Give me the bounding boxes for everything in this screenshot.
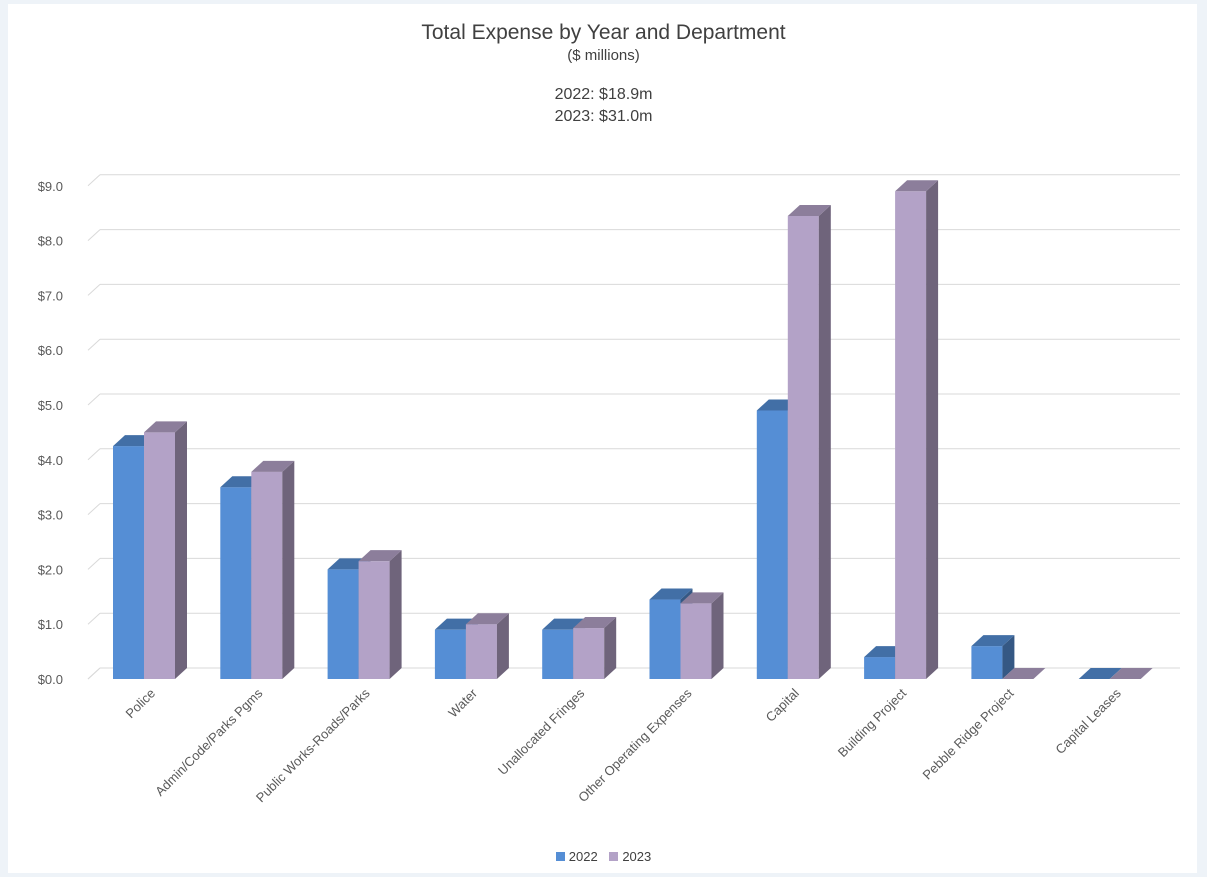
bar-2022-top [649,588,693,600]
chart-header: Total Expense by Year and Department ($ … [0,20,1207,128]
y-tick-label: $8.0 [38,234,63,249]
y-tick-label: $4.0 [38,453,63,468]
total-2023: 2023: $31.0m [554,108,653,125]
bar-2023-top [358,550,402,562]
bar-2022-front [542,629,574,679]
bar-2022-front [756,410,788,679]
bar-2023-side [282,460,295,679]
bar-2023-side [175,421,187,679]
bar-2023-side [711,592,724,679]
legend-swatch-2023 [609,852,619,861]
chart-panel [8,4,1197,873]
gridline-slant [87,448,101,461]
gridline-slant [87,393,101,406]
chart-subtitle: ($ millions) [567,47,640,64]
bar-2023-side [926,180,939,679]
bar-2023-top [144,421,187,433]
y-tick-label: $2.0 [38,562,63,577]
gridline-slant [87,284,101,296]
bar-2022-front [434,629,466,679]
bar-2022-top [971,635,1015,647]
y-tick-label: $7.0 [38,288,63,303]
chart-totals: 2022: $18.9m 2023: $31.0m [0,84,1207,128]
gridline-slant [87,503,101,515]
bar-2022-front [864,657,896,679]
y-tick-label: $6.0 [38,343,63,358]
bar-2023-front [573,628,605,679]
y-tick-label: $0.0 [38,672,63,687]
bar-2023-side [604,617,617,679]
bar-2023-front [144,432,175,679]
x-tick-label: Building Project [835,685,910,760]
x-tick-label: Capital [763,685,802,724]
y-tick-label: $1.0 [38,617,63,632]
gridline-slant [87,174,101,187]
bar-2023-front [787,215,819,679]
legend-item-2022: 2022 [555,849,598,864]
bar-2023-side [496,613,509,679]
gridline-slant [87,667,101,680]
gridline-slant [87,338,101,351]
gridline-slant [87,229,101,241]
x-tick-label: Water [445,685,480,720]
bar-2022-front [327,569,359,679]
bar-2023-front [251,471,283,679]
bar-2022-front [971,646,1003,679]
bar-2023-top [680,592,724,604]
gridline-slant [87,612,101,625]
bar-2023-side [389,550,402,679]
bar-2023-top [1109,668,1153,679]
x-tick-label: Public Works-Roads/Parks [253,685,373,805]
legend-label-2022: 2022 [568,849,598,864]
y-tick-label: $5.0 [38,398,63,413]
bar-2023-top [251,460,295,472]
bar-2023-top [465,613,509,625]
y-tick-label: $9.0 [38,179,63,194]
legend-item-2023: 2023 [609,849,651,864]
chart-title: Total Expense by Year and Department [421,21,786,44]
bar-2022-front [649,599,681,679]
bar-2023-top [573,617,617,629]
bar-2023-front [465,624,497,679]
x-tick-label: Pebble Ridge Project [920,685,1017,782]
gridline-slant [87,558,101,570]
bar-2023-top [895,180,939,192]
bar-2022-front [113,446,144,679]
bar-2022-front [220,487,252,679]
total-2022: 2022: $18.9m [554,86,653,103]
bar-2023-front [358,561,390,679]
legend: 2022 2023 [0,849,1207,864]
bar-2023-top [787,204,831,216]
bar-2023-side [818,204,831,679]
x-tick-label: Admin/Code/Parks Pgms [152,685,266,799]
legend-label-2023: 2023 [622,849,652,864]
legend-swatch-2022 [555,852,565,861]
bar-2023-front [895,191,927,679]
bar-2023-front [680,603,712,679]
y-tick-label: $3.0 [38,508,63,523]
bar-2022-side [1002,635,1015,679]
bar-2023-top [1002,668,1046,679]
x-tick-label: Other Operating Expenses [575,685,695,805]
x-tick-label: Capital Leases [1052,685,1124,757]
x-tick-label: Unallocated Fringes [495,685,588,778]
x-tick-label: Police [122,686,158,722]
bar-2022-top [1078,668,1122,679]
